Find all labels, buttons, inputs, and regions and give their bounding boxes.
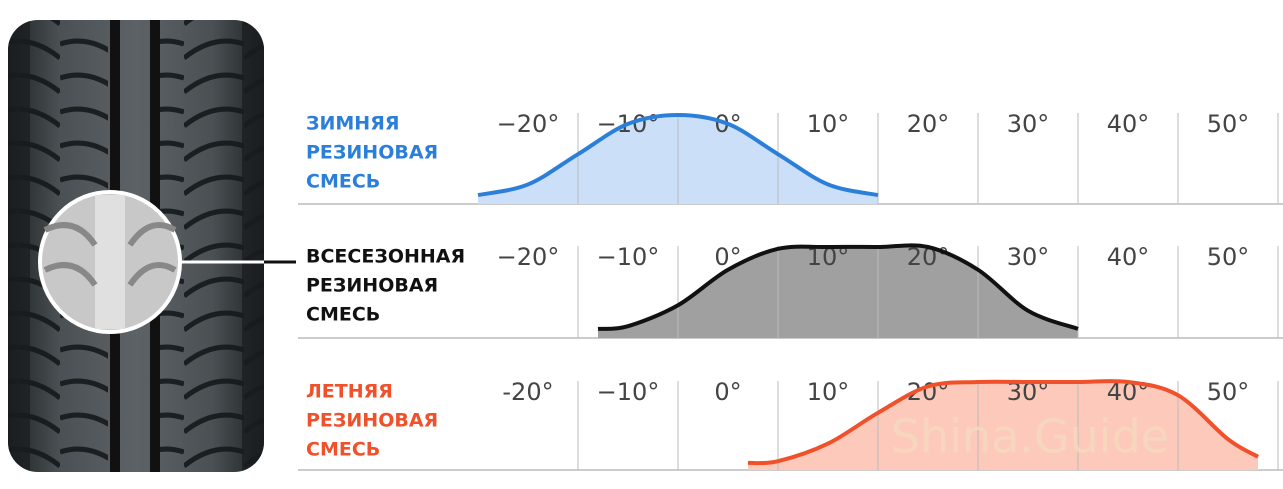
x-tick-label: 30° <box>1007 110 1050 138</box>
row-title: РЕЗИНОВАЯ <box>306 142 438 164</box>
x-tick-label: −10° <box>597 378 660 406</box>
x-tick-label: 40° <box>1107 243 1150 271</box>
x-tick-label: −20° <box>497 110 560 138</box>
x-tick-label: 50° <box>1207 243 1250 271</box>
x-tick-label: -20° <box>502 378 553 406</box>
curve <box>477 112 879 198</box>
x-tick-label: 20° <box>907 110 950 138</box>
x-tick-label: 50° <box>1207 110 1250 138</box>
x-tick-label: 10° <box>807 110 850 138</box>
row-title: СМЕСЬ <box>306 304 380 326</box>
curve <box>597 243 1079 331</box>
area-fill <box>598 245 1078 338</box>
row-title: ЗИМНЯЯ <box>306 113 399 135</box>
tire-image <box>8 20 296 472</box>
x-tick-label: 30° <box>1007 243 1050 271</box>
row-title: СМЕСЬ <box>306 439 380 461</box>
x-tick-label: −20° <box>497 243 560 271</box>
row-title: ЛЕТНЯЯ <box>306 381 393 403</box>
curve <box>747 379 1260 466</box>
row-title: РЕЗИНОВАЯ <box>306 410 438 432</box>
x-tick-label: 10° <box>807 378 850 406</box>
area-fill <box>748 381 1258 470</box>
x-tick-label: 0° <box>714 378 741 406</box>
x-tick-label: 40° <box>1107 110 1150 138</box>
row-title: СМЕСЬ <box>306 171 380 193</box>
x-tick-label: 50° <box>1207 378 1250 406</box>
watermark: Shina.Guide <box>891 410 1169 464</box>
row-title: РЕЗИНОВАЯ <box>306 275 438 297</box>
row-title: ВСЕСЕЗОННАЯ <box>306 246 465 268</box>
x-tick-label: −10° <box>597 243 660 271</box>
